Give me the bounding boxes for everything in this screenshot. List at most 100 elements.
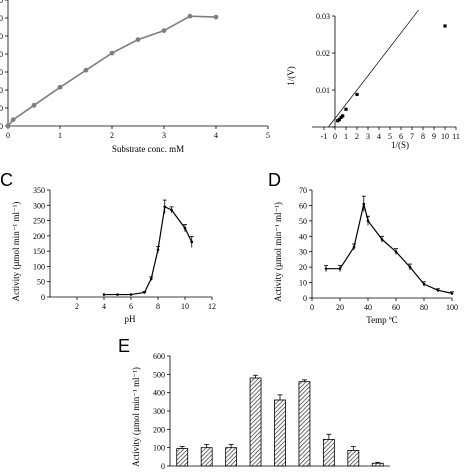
fit-line	[328, 9, 419, 128]
y-tick-label: 0.01	[316, 86, 330, 95]
data-point	[213, 14, 219, 20]
x-tick-label: 4	[214, 131, 218, 140]
bar	[225, 447, 238, 467]
y-axis-label: Activity (µmol min⁻¹ ml⁻¹)	[273, 202, 283, 302]
y-tick-label: 700	[0, 0, 3, 5]
y-tick-label: 20	[299, 263, 307, 272]
data-point	[143, 291, 146, 294]
y-tick-label: 600	[153, 352, 165, 361]
y-axis-label: Activity (µmol min⁻¹ ml⁻¹)	[11, 202, 21, 302]
y-tick-label: 10	[299, 279, 307, 288]
x-tick-label: 9	[432, 132, 436, 141]
data-point	[362, 202, 366, 206]
data-point	[408, 265, 412, 269]
series-line	[104, 206, 193, 296]
x-tick-label: 0	[6, 131, 10, 140]
x-axis-label: Temp ºC	[366, 315, 397, 325]
y-tick-label: 350	[33, 186, 45, 195]
y-tick-label: 100	[0, 104, 3, 113]
bar	[274, 399, 286, 467]
data-point	[116, 293, 119, 296]
data-point	[57, 84, 63, 90]
x-tick-label: 4	[102, 302, 106, 311]
y-tick-label: 50	[37, 278, 45, 287]
lineweaver-burk-chart: 0.01 0.02 0.03 -1 0 1 2 3 4 5 6 7 8 9 10 11 1/(S) 1/(V)	[286, 9, 460, 150]
x-tick-label: 5	[388, 132, 392, 141]
y-tick-label: 500	[0, 32, 3, 41]
y-tick-label: 200	[0, 86, 3, 95]
michaelis-menten-chart: 0 100 200 300 400 500 600 700 0 1 2 3 4 5 Substrate co…	[0, 0, 270, 154]
data-point	[183, 226, 187, 230]
x-tick-label: 8	[156, 302, 160, 311]
y-tick-label: 50	[299, 217, 307, 226]
x-tick-label: 3	[162, 131, 166, 140]
x-axis-label: pH	[125, 314, 137, 324]
data-point	[337, 118, 341, 122]
x-tick-label: 6	[129, 302, 133, 311]
x-tick-label: 10	[441, 132, 449, 141]
data-point	[450, 292, 454, 295]
x-tick-label: 40	[364, 303, 372, 312]
y-tick-label: 0.02	[316, 49, 330, 58]
data-point	[31, 102, 37, 108]
data-point	[109, 50, 115, 56]
data-point	[341, 114, 345, 118]
y-tick-label: 60	[299, 201, 307, 210]
bar	[298, 381, 311, 467]
data-point	[149, 277, 153, 280]
temperature-activity-chart: 0 10 20 30 40 50 60 70 0 20 40 60 80 100 Temp ºC Activi…	[268, 170, 458, 325]
y-tick-label: 100	[153, 444, 165, 453]
x-tick-label: 0	[333, 132, 337, 141]
data-point	[380, 238, 384, 241]
y-tick-label: 300	[0, 68, 3, 77]
x-tick-label: 1	[344, 132, 348, 141]
x-tick-label: 4	[377, 132, 381, 141]
series-line	[326, 203, 453, 294]
bar	[371, 462, 384, 467]
x-tick-label: -1	[321, 132, 328, 141]
y-tick-label: 250	[33, 217, 45, 226]
bar	[347, 450, 360, 467]
data-point	[344, 107, 348, 111]
y-tick-label: 0	[41, 293, 45, 302]
data-point	[129, 293, 133, 296]
x-tick-label: 100	[446, 303, 458, 312]
x-tick-label: 5	[266, 131, 270, 140]
data-point	[161, 28, 167, 33]
x-tick-label: 10	[181, 302, 189, 311]
data-point	[187, 13, 193, 19]
y-axis-label: Activity (µmol min⁻¹ ml⁻¹)	[131, 367, 141, 467]
data-point	[443, 24, 447, 28]
data-point	[336, 119, 340, 123]
y-tick-label: 0	[161, 462, 165, 471]
y-tick-label: 0	[303, 294, 307, 303]
data-point	[5, 123, 11, 129]
x-tick-label: 60	[392, 303, 400, 312]
data-point	[163, 205, 167, 209]
data-point	[352, 245, 356, 249]
ph-activity-chart: 0 50 100 150 200 250 300 350 2 4 6 8 10 12 pH Activity …	[0, 170, 216, 324]
data-point	[156, 248, 160, 251]
y-tick-label: 0.03	[316, 12, 330, 21]
data-point	[366, 219, 370, 223]
x-tick-label: 20	[336, 303, 344, 312]
x-axis-label: Substrate conc. mM	[112, 144, 184, 154]
x-tick-label: 80	[420, 303, 428, 312]
data-point	[102, 293, 106, 296]
data-point	[422, 282, 426, 286]
data-point	[83, 67, 89, 73]
data-point	[324, 267, 328, 270]
y-tick-label: 200	[33, 232, 45, 241]
y-tick-label: 150	[33, 247, 45, 256]
x-tick-label: 7	[410, 132, 414, 141]
y-tick-label: 100	[33, 262, 45, 271]
y-tick-label: 70	[299, 186, 307, 195]
data-point	[190, 240, 194, 244]
y-tick-label: 500	[153, 370, 165, 379]
x-tick-label: 12	[208, 302, 216, 311]
data-point	[436, 288, 440, 292]
y-tick-label: 0	[0, 122, 3, 131]
x-tick-label: 2	[110, 131, 114, 140]
y-axis-label: 1/(V)	[286, 66, 296, 86]
y-tick-label: 600	[0, 14, 3, 23]
